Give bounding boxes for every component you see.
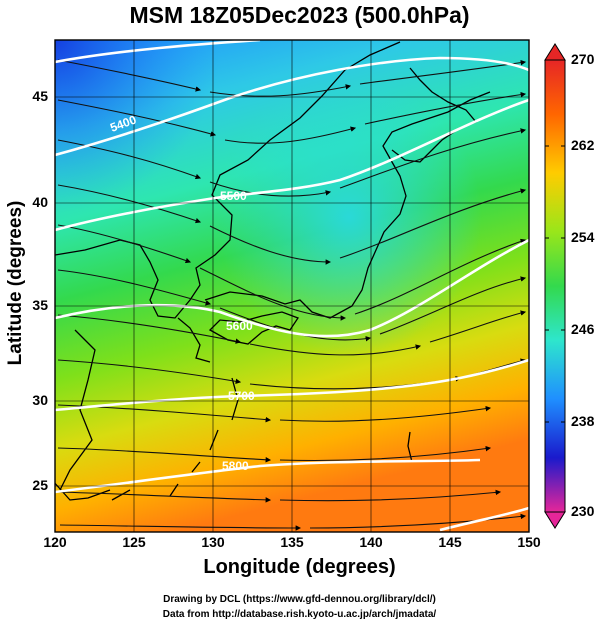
x-tick-label: 130 <box>201 534 225 550</box>
x-tick-label: 145 <box>438 534 462 550</box>
x-tick-label: 140 <box>359 534 383 550</box>
contour-label: 5500 <box>220 189 247 203</box>
colorbar-top-triangle <box>544 43 566 61</box>
colorbar-tick-label: 246 <box>571 321 595 337</box>
y-tick-label: 30 <box>32 392 48 408</box>
contour-label: 5700 <box>228 389 255 403</box>
credit-drawing: Drawing by DCL (https://www.gfd-dennou.o… <box>163 594 436 605</box>
figure-title: MSM 18Z05Dec2023 (500.0hPa) <box>129 2 470 28</box>
x-axis-title: Longitude (degrees) <box>203 556 396 578</box>
colorbar-tick-label: 254 <box>571 229 595 245</box>
x-tick-label: 120 <box>43 534 67 550</box>
y-axis-title: Latitude (degrees) <box>5 200 26 366</box>
y-tick-label: 35 <box>32 297 48 313</box>
y-tick-label: 25 <box>32 477 48 493</box>
colorbar-tick-label: 270 <box>571 51 595 67</box>
x-tick-label: 150 <box>517 534 541 550</box>
colorbar-bottom-triangle <box>544 511 566 529</box>
contour-label: 5600 <box>226 319 253 333</box>
y-tick-label: 40 <box>32 194 48 210</box>
x-tick-label: 125 <box>122 534 146 550</box>
x-tick-label: 135 <box>280 534 304 550</box>
colorbar <box>544 43 566 529</box>
y-tick-label: 45 <box>32 88 48 104</box>
credit-data: Data from http://database.rish.kyoto-u.a… <box>162 609 437 620</box>
colorbar-tick-label: 262 <box>571 137 595 153</box>
grid-lines <box>55 40 529 532</box>
colorbar-tick-label: 238 <box>571 413 595 429</box>
colorbar-tick-label: 230 <box>571 503 595 519</box>
contour-label: 5800 <box>222 459 249 473</box>
